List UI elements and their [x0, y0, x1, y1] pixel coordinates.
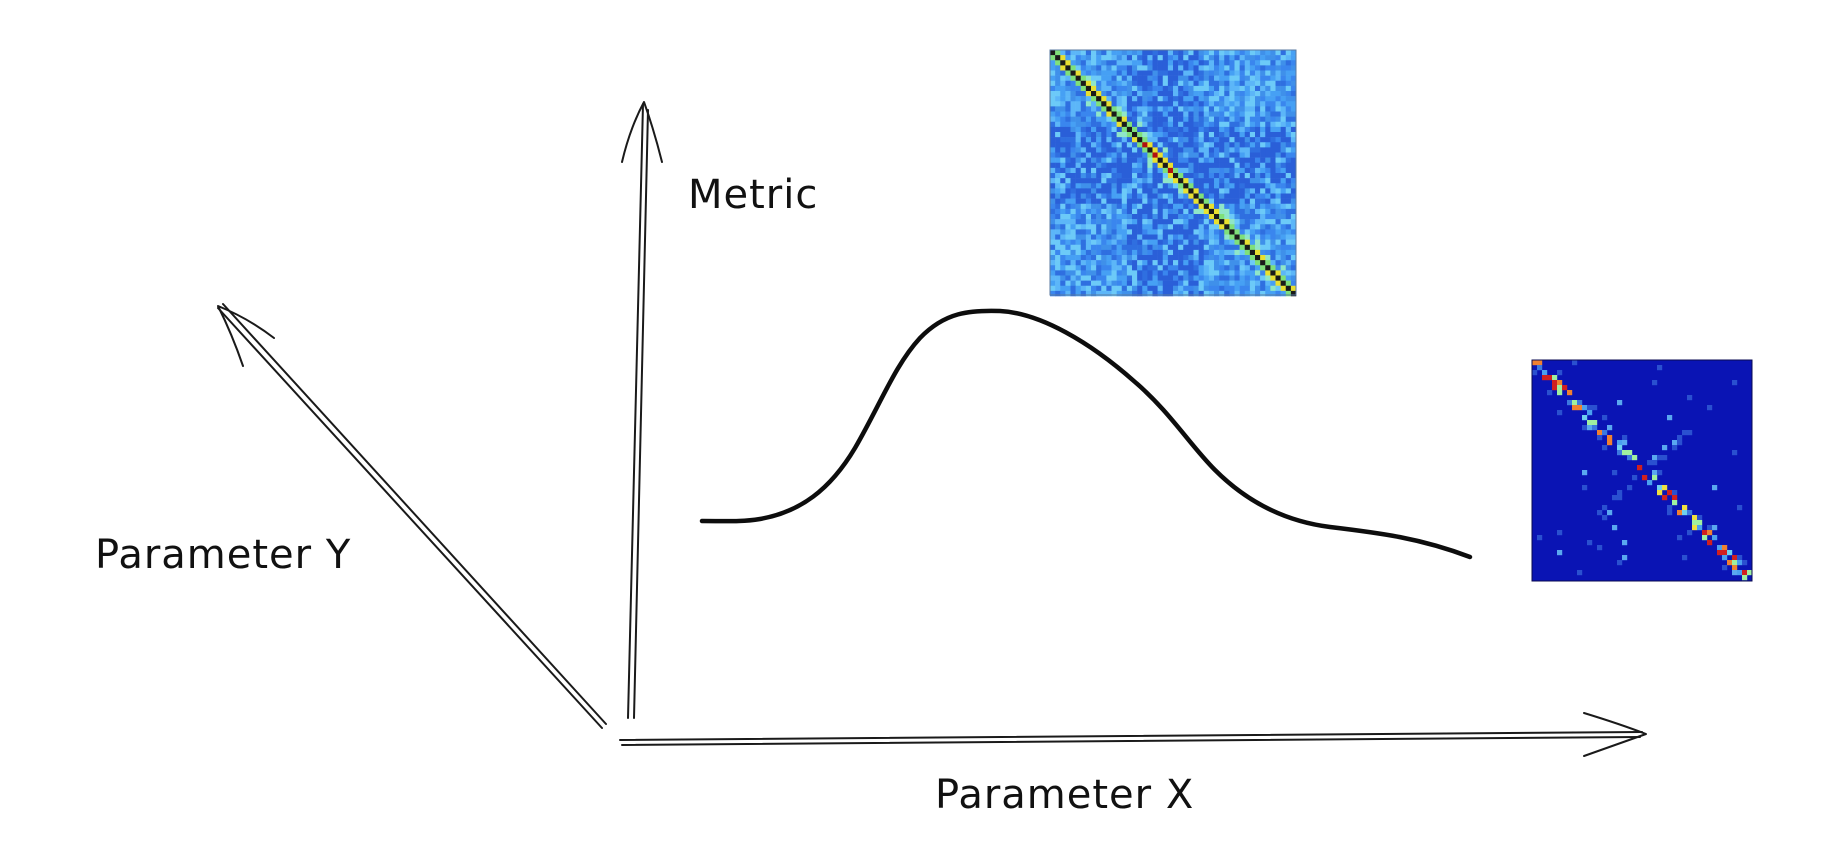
correlation-matrix-heatmap-icon	[1049, 49, 1297, 297]
parameter-y-axis-label: Parameter Y	[95, 532, 351, 578]
parameter-x-axis	[619, 712, 1647, 757]
parameter-y-axis	[217, 303, 607, 729]
metric-axis-label: Metric	[688, 172, 818, 218]
metric-curve	[699, 308, 1473, 560]
metric-axis	[621, 101, 663, 719]
sparse-correlation-matrix-heatmap-icon	[1531, 359, 1753, 582]
parameter-x-axis-label: Parameter X	[935, 772, 1194, 818]
